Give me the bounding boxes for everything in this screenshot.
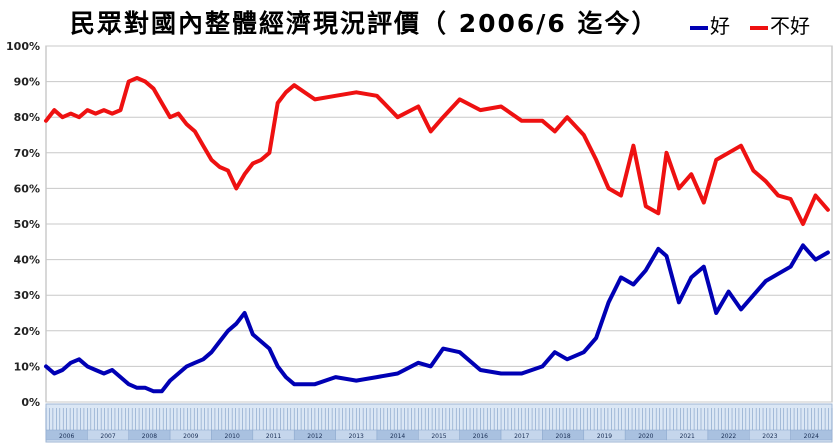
y-tick-label: 20% — [14, 325, 40, 338]
x-year-label: 2008 — [142, 433, 157, 440]
x-year-label: 2012 — [307, 433, 322, 440]
y-tick-label: 40% — [14, 254, 40, 267]
y-tick-label: 100% — [6, 40, 40, 53]
legend-item-bad: 不好 — [750, 12, 810, 40]
x-year-label: 2016 — [473, 433, 488, 440]
x-year-label: 2020 — [638, 433, 653, 440]
x-year-label: 2018 — [555, 433, 570, 440]
x-year-label: 2024 — [804, 433, 819, 440]
x-year-label: 2022 — [721, 433, 736, 440]
y-tick-label: 30% — [14, 289, 40, 302]
x-year-label: 2009 — [183, 433, 198, 440]
legend-label-good: 好 — [710, 14, 730, 38]
legend-label-bad: 不好 — [770, 14, 810, 38]
x-year-label: 2007 — [100, 433, 115, 440]
y-tick-label: 10% — [14, 360, 40, 373]
x-year-label: 2019 — [597, 433, 612, 440]
y-tick-label: 80% — [14, 111, 40, 124]
chart-title: 民眾對國內整體經濟現況評價（ 2006/6 迄今） — [70, 9, 659, 38]
y-tick-label: 50% — [14, 218, 40, 231]
legend-item-good: 好 — [690, 12, 730, 40]
y-tick-label: 90% — [14, 76, 40, 89]
x-year-label: 2021 — [680, 433, 695, 440]
x-year-label: 2011 — [266, 433, 281, 440]
x-year-label: 2014 — [390, 433, 405, 440]
series-line-good — [44, 243, 830, 394]
x-year-label: 2013 — [349, 433, 364, 440]
series-line-bad — [44, 76, 830, 226]
timeline-year-block — [790, 429, 833, 441]
x-year-label: 2010 — [225, 433, 240, 440]
legend-swatch-good — [690, 25, 708, 30]
x-year-label: 2015 — [431, 433, 446, 440]
x-year-label: 2006 — [59, 433, 74, 440]
x-year-label: 2017 — [514, 433, 529, 440]
y-tick-label: 0% — [21, 396, 40, 409]
x-year-label: 2023 — [762, 433, 777, 440]
y-tick-label: 60% — [14, 182, 40, 195]
y-tick-label: 70% — [14, 147, 40, 160]
legend-swatch-bad — [750, 25, 768, 30]
